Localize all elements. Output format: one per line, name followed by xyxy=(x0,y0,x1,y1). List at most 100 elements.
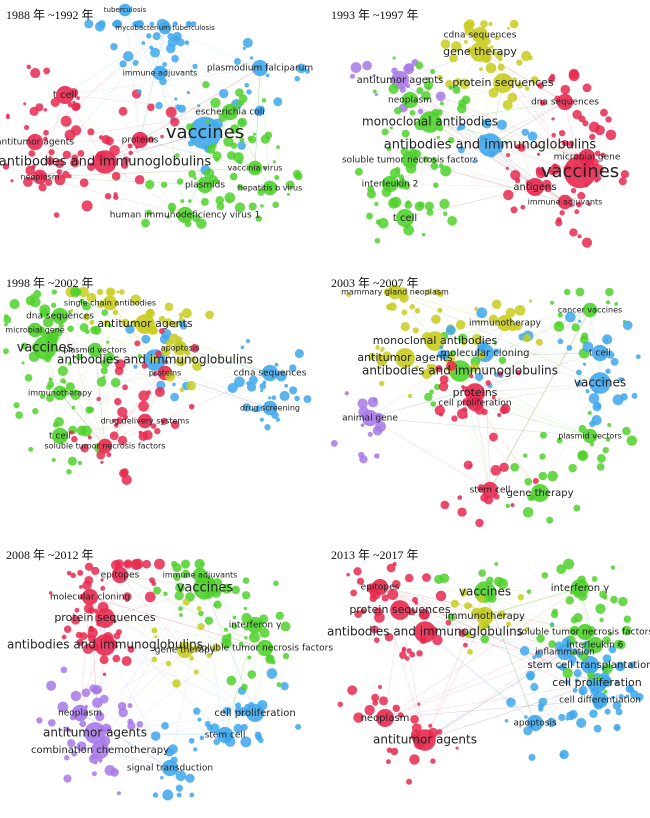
node-label: hepatitis b virus xyxy=(238,184,303,193)
node xyxy=(219,88,229,99)
node xyxy=(585,636,589,640)
node xyxy=(234,706,243,715)
node xyxy=(445,619,452,626)
node xyxy=(502,100,513,111)
link xyxy=(39,167,256,178)
node xyxy=(497,63,505,71)
node xyxy=(226,675,237,686)
node xyxy=(3,348,9,355)
node xyxy=(190,21,197,27)
node xyxy=(57,365,68,376)
node xyxy=(173,573,181,581)
node xyxy=(82,580,92,590)
node-label: human immunodeficiency virus 1 xyxy=(110,211,260,221)
node xyxy=(577,450,587,461)
node xyxy=(31,164,36,169)
link xyxy=(384,587,581,719)
node xyxy=(170,420,180,429)
node xyxy=(452,85,461,94)
node xyxy=(520,204,526,210)
node-label: monoclonal antibodies xyxy=(362,115,498,129)
node xyxy=(242,37,253,48)
link xyxy=(384,699,601,719)
node xyxy=(257,737,264,744)
node xyxy=(205,590,211,596)
node xyxy=(48,330,57,340)
node xyxy=(524,86,530,91)
node xyxy=(498,56,503,62)
node xyxy=(46,394,54,402)
node xyxy=(149,45,154,50)
node xyxy=(50,302,57,308)
node xyxy=(233,723,243,734)
node xyxy=(178,312,184,318)
node xyxy=(266,668,278,679)
node xyxy=(63,774,72,783)
node xyxy=(43,354,52,363)
node xyxy=(151,656,158,663)
link xyxy=(34,27,166,143)
node xyxy=(246,89,252,95)
node xyxy=(570,627,579,636)
link xyxy=(64,94,186,216)
link xyxy=(59,315,106,447)
node xyxy=(165,371,176,382)
node xyxy=(77,569,84,576)
node xyxy=(104,764,116,776)
node xyxy=(255,405,263,413)
node xyxy=(556,437,563,444)
node xyxy=(421,91,431,101)
node xyxy=(626,435,638,446)
node xyxy=(160,417,168,425)
node xyxy=(371,693,380,702)
node xyxy=(32,169,48,185)
node xyxy=(509,19,519,29)
node xyxy=(115,359,126,370)
node xyxy=(275,611,284,620)
node xyxy=(424,201,434,211)
node xyxy=(145,308,155,319)
link xyxy=(254,647,266,714)
link xyxy=(424,587,581,633)
node xyxy=(204,616,214,625)
node xyxy=(189,656,194,661)
node-label: plasmid vectors xyxy=(558,432,622,441)
node xyxy=(381,594,389,602)
node xyxy=(481,118,492,129)
node xyxy=(249,56,254,60)
node xyxy=(259,382,267,390)
node xyxy=(174,153,180,159)
node xyxy=(259,417,264,422)
node xyxy=(193,747,198,752)
node xyxy=(445,325,456,336)
node xyxy=(369,594,377,603)
node xyxy=(602,334,613,345)
node xyxy=(366,212,373,220)
node xyxy=(605,368,611,374)
link xyxy=(124,9,141,141)
node xyxy=(546,717,557,728)
node xyxy=(559,749,569,760)
node xyxy=(102,672,107,677)
panel-title: 2003 年 ~2007 年 xyxy=(331,276,419,290)
node xyxy=(212,151,222,161)
node xyxy=(39,393,46,400)
node xyxy=(242,577,250,584)
link xyxy=(59,359,156,437)
node xyxy=(264,424,271,431)
node xyxy=(386,303,393,310)
node-label: t cell xyxy=(53,90,77,101)
node xyxy=(530,682,539,692)
node xyxy=(623,615,632,623)
node xyxy=(566,711,576,721)
node xyxy=(485,62,497,74)
link xyxy=(424,651,566,741)
node-label: proteins xyxy=(122,136,159,146)
node-label: monoclonal antibodies xyxy=(373,334,498,347)
link xyxy=(224,624,256,736)
node xyxy=(465,632,472,639)
node xyxy=(485,46,491,52)
node xyxy=(261,364,279,382)
node xyxy=(215,195,225,205)
node xyxy=(21,361,25,365)
